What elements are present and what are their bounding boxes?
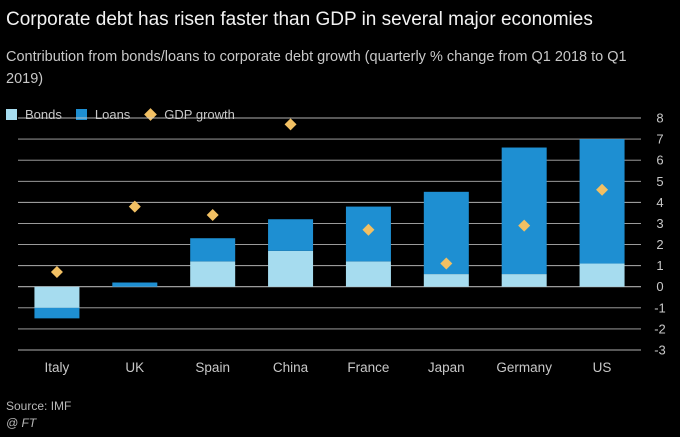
y-tick-label: 3 [656,216,663,231]
gdp-marker-spain [206,209,219,222]
x-tick-label: France [347,360,389,375]
bar-loans-china [268,219,314,251]
y-tick-label: -3 [654,343,666,358]
y-tick-label: 2 [656,237,663,252]
y-tick-label: -1 [654,300,666,315]
chart-title: Corporate debt has risen faster than GDP… [6,9,593,30]
y-tick-label: 4 [656,195,663,210]
gdp-marker-france [362,223,375,236]
y-tick-label: 7 [656,132,663,147]
source-note: Source: IMF @ FT [6,398,71,432]
x-tick-label: China [273,360,309,375]
bar-bonds-china [268,250,314,287]
bar-loans-germany [501,147,547,275]
chart-subtitle: Contribution from bonds/loans to corpora… [6,49,627,87]
bars-layer [34,139,625,319]
grid-layer [18,117,641,351]
bar-loans-spain [190,238,236,262]
markers-layer [50,118,609,278]
x-tick-label: Spain [195,360,230,375]
gdp-marker-japan [440,257,453,270]
x-tick-label: Japan [428,360,465,375]
y-tick-label: -2 [654,321,666,336]
bonds-swatch [6,108,17,120]
x-tick-label: US [593,360,612,375]
ft-credit: @ FT [6,416,37,430]
gdp-marker-uk [128,200,141,213]
source-text: Source: IMF [6,399,72,413]
bar-bonds-france [345,261,391,287]
y-tick-label: 8 [656,111,663,126]
bar-loans-italy [34,307,80,319]
y-tick-label: 1 [656,258,663,273]
bar-bonds-spain [190,261,236,287]
bar-bonds-japan [423,274,469,287]
bar-bonds-us [579,263,625,287]
bar-bonds-italy [34,286,80,308]
gdp-marker-italy [50,265,63,278]
bar-loans-uk [112,282,158,287]
tick-labels-layer: -3 -2 -1 0 1 2 3 4 5 6 7 8 Italy UK Spain China France Ja… [45,111,666,376]
y-tick-label: 0 [656,279,663,294]
gdp-marker-germany [518,219,531,232]
x-tick-label: Germany [496,360,552,375]
y-tick-label: 6 [656,153,663,168]
x-tick-label: UK [125,360,144,375]
bar-bonds-germany [501,274,547,287]
loans-swatch [75,108,87,120]
x-tick-label: Italy [45,360,70,375]
y-tick-label: 5 [656,174,663,189]
gdp-marker-us [596,183,609,196]
gdp-marker-china [284,118,297,131]
bar-loans-us [579,139,625,264]
